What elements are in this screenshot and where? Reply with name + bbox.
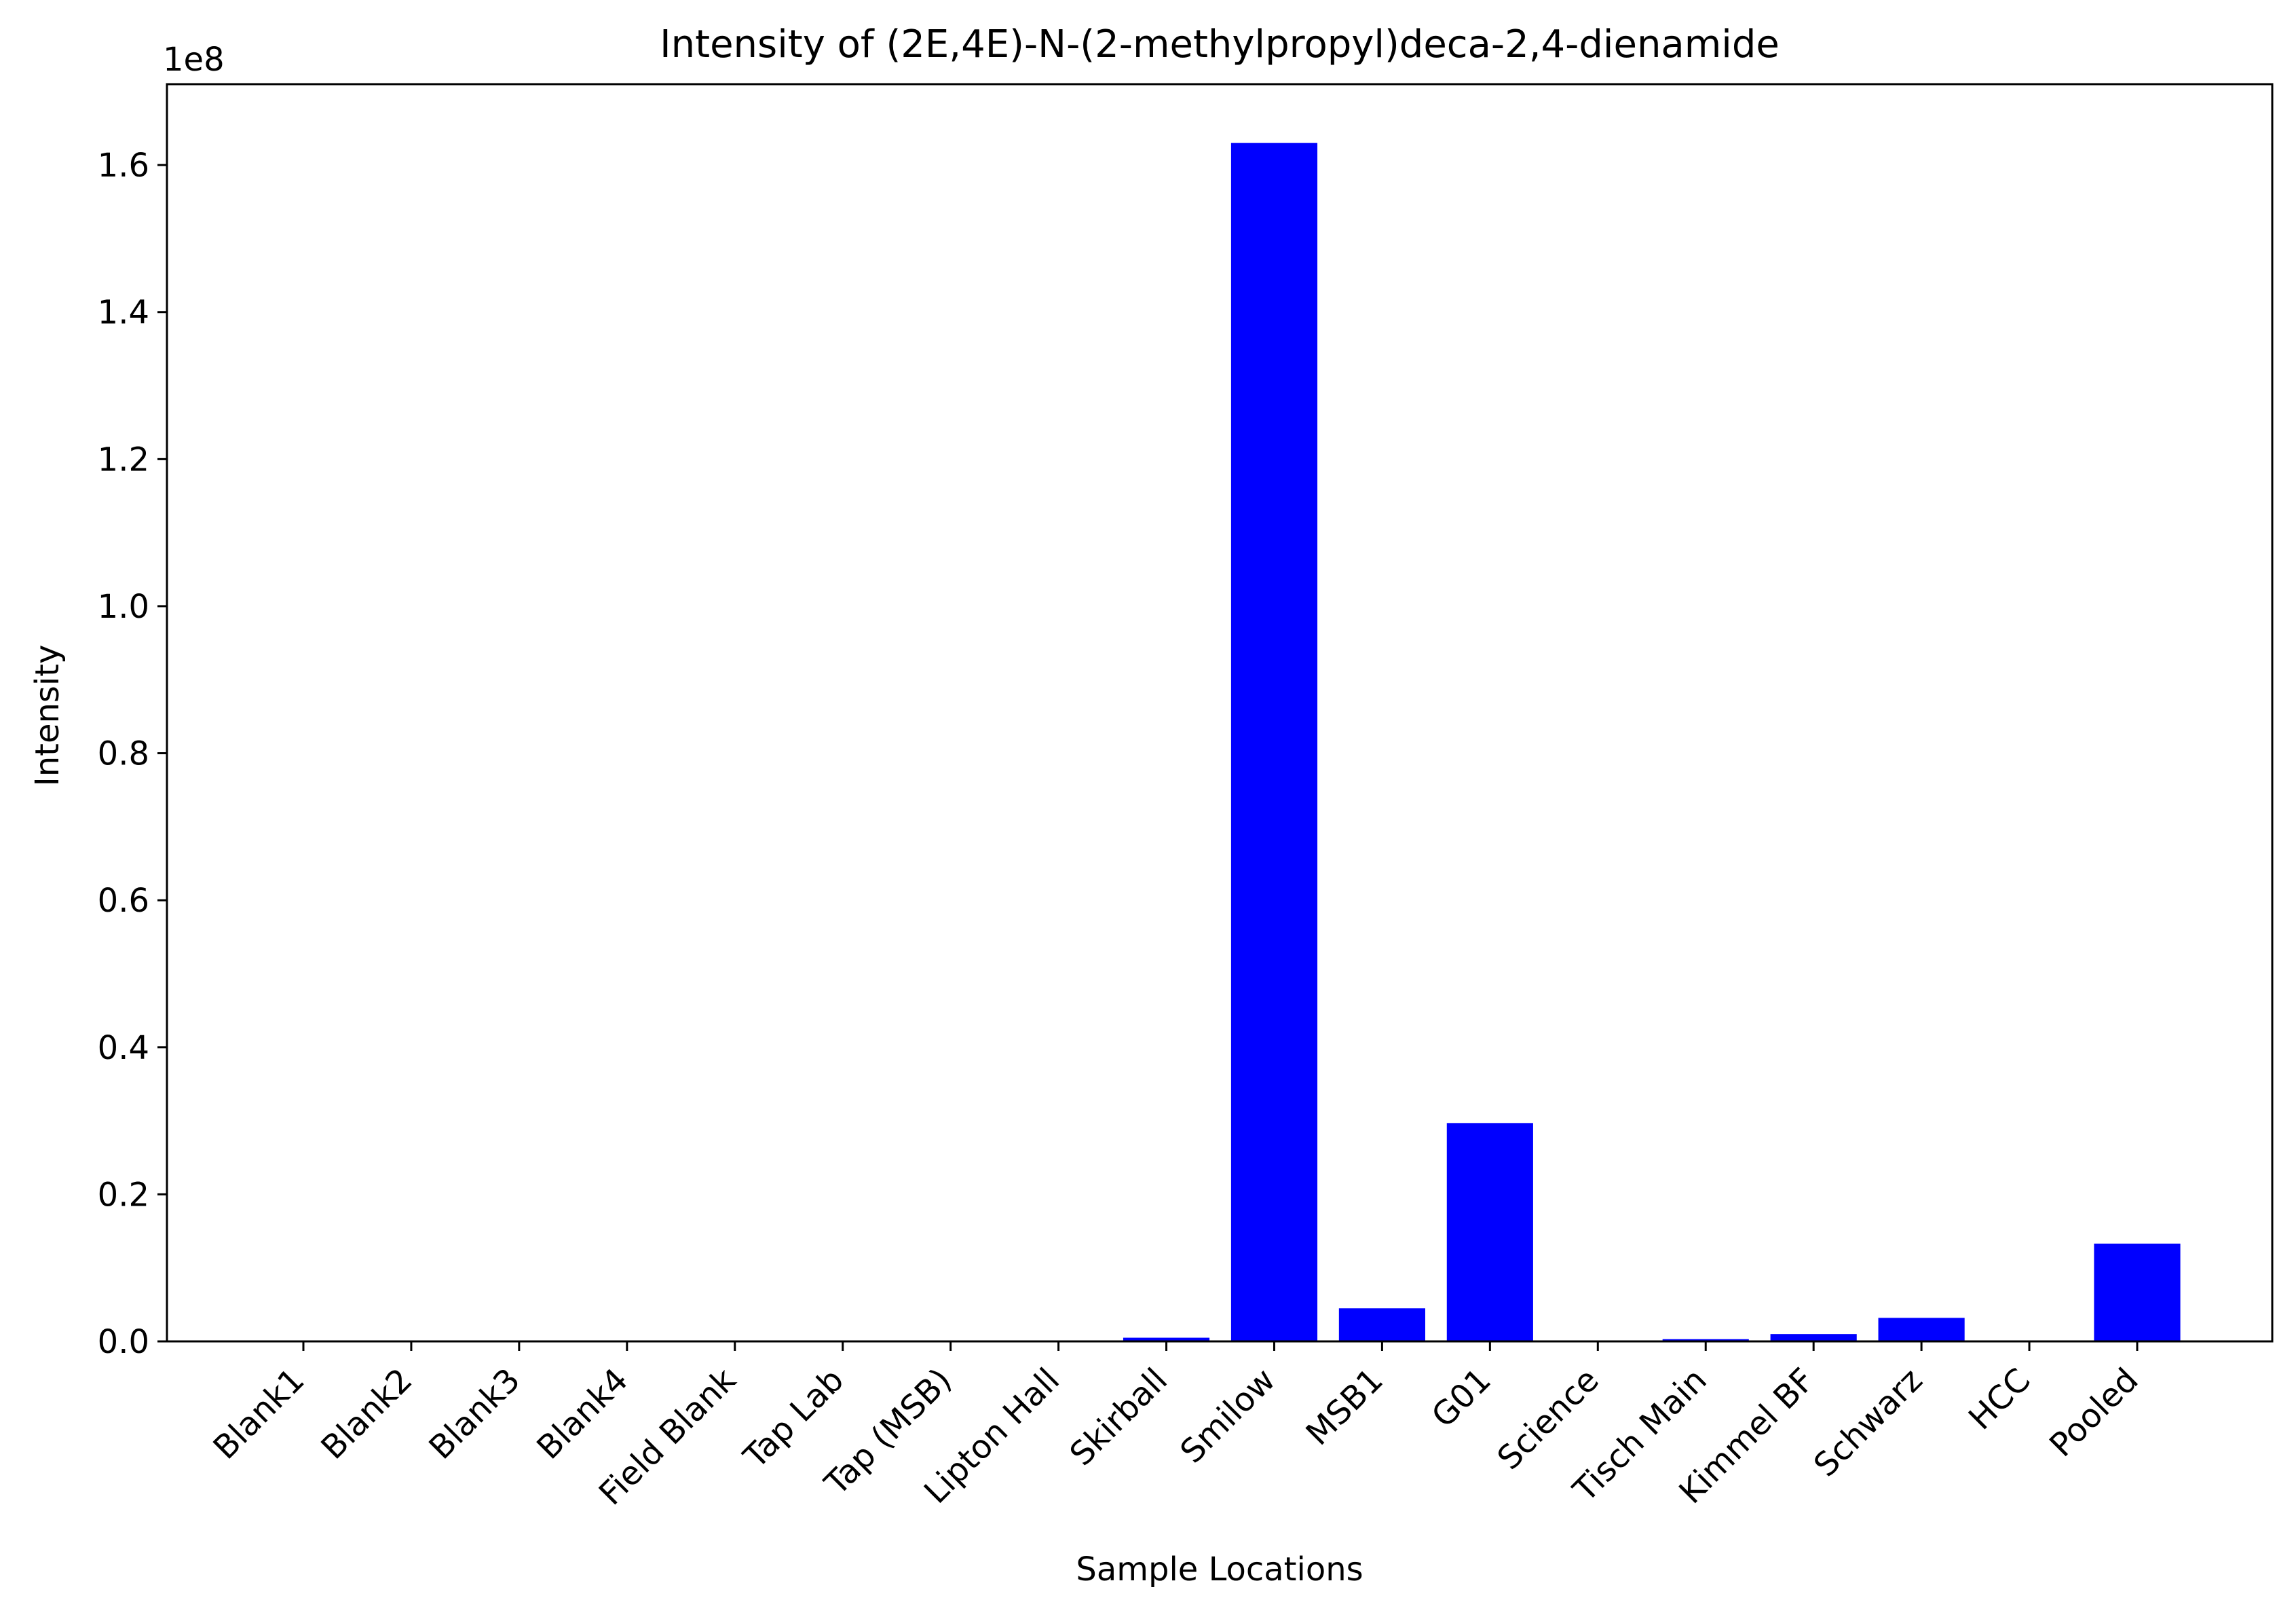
y-tick-label: 1.2 — [98, 441, 149, 479]
bar-g01 — [1446, 1123, 1533, 1341]
y-tick-label: 1.4 — [98, 294, 149, 332]
y-tick-label: 1.0 — [98, 588, 149, 626]
y-axis-label: Intensity — [29, 645, 67, 787]
bar-schwarz — [1878, 1318, 1965, 1341]
y-tick-label: 0.8 — [98, 735, 149, 773]
y-tick-label: 0.0 — [98, 1323, 149, 1361]
y-axis-ticks: 0.0 0.2 0.4 0.6 0.8 1.0 1.2 1.4 1.6 — [98, 147, 167, 1361]
bars-group — [1123, 143, 2181, 1341]
y-axis-offset-label: 1e8 — [163, 41, 225, 79]
bar-skirball — [1123, 1337, 1210, 1341]
bar-tisch-main — [1662, 1339, 1749, 1341]
bar-pooled — [2094, 1243, 2181, 1341]
y-tick-label: 1.6 — [98, 147, 149, 185]
y-tick-label: 0.2 — [98, 1176, 149, 1214]
bar-msb1 — [1338, 1308, 1425, 1341]
x-axis-label: Sample Locations — [1076, 1550, 1363, 1588]
y-tick-label: 0.6 — [98, 882, 149, 920]
bar-kimmel-bf — [1770, 1334, 1857, 1341]
plot-frame — [166, 83, 2274, 1343]
chart-title: Intensity of (2E,4E)-N-(2-methylpropyl)d… — [660, 22, 1780, 67]
bar-smilow — [1230, 143, 1318, 1341]
y-tick-label: 0.4 — [98, 1029, 149, 1067]
